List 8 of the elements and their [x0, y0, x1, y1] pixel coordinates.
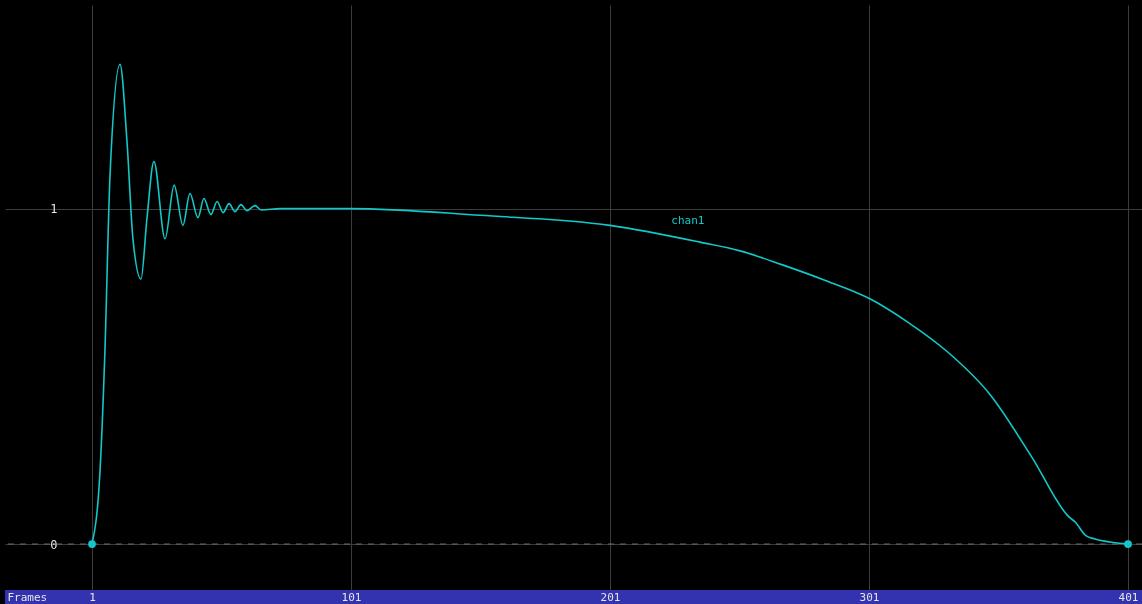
series-label: chan1: [671, 214, 705, 228]
x-axis-title: Frames: [7, 590, 48, 604]
x-tick-label: 101: [341, 590, 362, 604]
x-tick-label: 401: [1118, 590, 1139, 604]
x-tick-label: 301: [859, 590, 880, 604]
x-tick-label: 201: [600, 590, 621, 604]
y-tick-label: 0: [50, 537, 58, 552]
x-tick-label: 1: [89, 590, 96, 604]
